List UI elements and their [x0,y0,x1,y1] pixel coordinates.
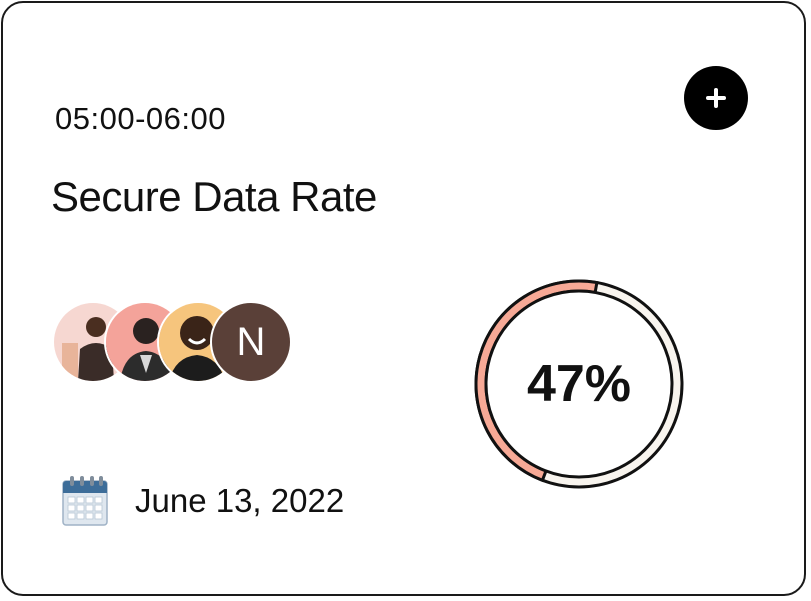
time-range: 05:00-06:00 [55,101,226,136]
progress-value: 47% [526,355,632,413]
date-row: June 13, 2022 [61,473,344,529]
avatar-initial[interactable]: N [210,301,292,383]
calendar-icon [62,476,108,526]
avatar-group: N [52,301,297,387]
add-button[interactable] [684,66,748,130]
progress-inner [484,289,674,479]
progress-ring: 47% [464,269,694,499]
plus-icon [706,88,726,108]
card-title: Secure Data Rate [51,173,377,220]
date-label: June 13, 2022 [135,482,345,519]
